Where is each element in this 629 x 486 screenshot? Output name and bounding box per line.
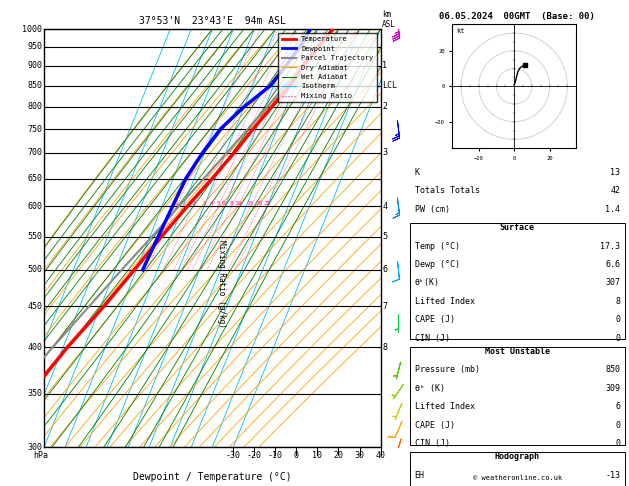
Text: CIN (J): CIN (J) (415, 334, 450, 343)
Text: Most Unstable: Most Unstable (485, 347, 550, 356)
Text: 0: 0 (615, 334, 620, 343)
Text: 850: 850 (605, 365, 620, 374)
Text: 10: 10 (235, 202, 242, 207)
Text: -20: -20 (247, 451, 262, 460)
Text: 500: 500 (27, 265, 42, 274)
Text: 8: 8 (230, 202, 233, 207)
Bar (410, 452, 625, 486)
Text: 450: 450 (27, 302, 42, 311)
Bar (410, 223, 625, 339)
Text: 700: 700 (27, 149, 42, 157)
Text: PW (cm): PW (cm) (415, 205, 450, 214)
Text: Dewp (°C): Dewp (°C) (415, 260, 460, 269)
Text: 950: 950 (27, 42, 42, 52)
Text: 6: 6 (221, 202, 225, 207)
Text: 350: 350 (27, 389, 42, 398)
Text: 3: 3 (203, 202, 206, 207)
Text: CIN (J): CIN (J) (415, 439, 450, 448)
Text: 7: 7 (382, 302, 387, 311)
Text: 10: 10 (313, 451, 323, 460)
Text: Pressure (mb): Pressure (mb) (415, 365, 480, 374)
Text: 40: 40 (376, 451, 386, 460)
Text: Lifted Index: Lifted Index (415, 297, 475, 306)
Text: 0: 0 (615, 439, 620, 448)
Text: LCL: LCL (382, 81, 398, 90)
Text: 4: 4 (382, 202, 387, 211)
Text: Totals Totals: Totals Totals (415, 186, 480, 195)
Title: 37°53'N  23°43'E  94m ASL: 37°53'N 23°43'E 94m ASL (139, 16, 286, 26)
Text: 1: 1 (175, 202, 179, 207)
Text: © weatheronline.co.uk: © weatheronline.co.uk (473, 475, 562, 481)
Text: hPa: hPa (33, 451, 48, 460)
Text: 0: 0 (294, 451, 299, 460)
Legend: Temperature, Dewpoint, Parcel Trajectory, Dry Adiabat, Wet Adiabat, Isotherm, Mi: Temperature, Dewpoint, Parcel Trajectory… (279, 33, 377, 103)
Text: Lifted Index: Lifted Index (415, 402, 475, 411)
Text: 8: 8 (615, 297, 620, 306)
Text: 30: 30 (355, 451, 365, 460)
Text: Surface: Surface (500, 223, 535, 232)
Text: EH: EH (415, 470, 425, 480)
Text: 20: 20 (333, 451, 343, 460)
Text: 3: 3 (382, 149, 387, 157)
Text: θᵏ (K): θᵏ (K) (415, 384, 445, 393)
Text: Mixing Ratio (g/kg): Mixing Ratio (g/kg) (218, 240, 226, 328)
Text: -13: -13 (605, 470, 620, 480)
Text: 5: 5 (382, 232, 387, 241)
Text: 6.6: 6.6 (605, 260, 620, 269)
Text: 550: 550 (27, 232, 42, 241)
Text: 5: 5 (216, 202, 220, 207)
Text: 600: 600 (27, 202, 42, 211)
Text: 400: 400 (27, 343, 42, 352)
Text: km
ASL: km ASL (382, 10, 396, 29)
Text: Dewpoint / Temperature (°C): Dewpoint / Temperature (°C) (133, 472, 292, 482)
Text: 750: 750 (27, 124, 42, 134)
Text: 300: 300 (27, 443, 42, 451)
Text: 20: 20 (256, 202, 264, 207)
Text: 06.05.2024  00GMT  (Base: 00): 06.05.2024 00GMT (Base: 00) (440, 12, 595, 21)
Text: 0: 0 (615, 421, 620, 430)
Text: 2: 2 (382, 102, 387, 111)
Text: 2: 2 (192, 202, 196, 207)
Bar (410, 347, 625, 445)
Text: 850: 850 (27, 81, 42, 90)
Text: 1.4: 1.4 (605, 205, 620, 214)
Text: 650: 650 (27, 174, 42, 183)
Text: -10: -10 (268, 451, 283, 460)
Text: 6: 6 (615, 402, 620, 411)
Text: CAPE (J): CAPE (J) (415, 421, 455, 430)
Text: 1000: 1000 (23, 25, 42, 34)
Text: 6: 6 (382, 265, 387, 274)
Text: 800: 800 (27, 102, 42, 111)
Text: 25: 25 (263, 202, 270, 207)
Text: kt: kt (456, 28, 464, 34)
Text: 4: 4 (210, 202, 214, 207)
Text: 17.3: 17.3 (600, 242, 620, 251)
Text: 1: 1 (382, 61, 387, 70)
Text: CAPE (J): CAPE (J) (415, 315, 455, 325)
Text: 0: 0 (615, 315, 620, 325)
Text: θᵏ(K): θᵏ(K) (415, 278, 440, 288)
Text: 307: 307 (605, 278, 620, 288)
Text: 13: 13 (610, 168, 620, 177)
Text: 309: 309 (605, 384, 620, 393)
Text: Hodograph: Hodograph (495, 452, 540, 461)
Text: 15: 15 (247, 202, 254, 207)
Text: 42: 42 (610, 186, 620, 195)
Text: K: K (415, 168, 420, 177)
Text: 900: 900 (27, 61, 42, 70)
Text: 8: 8 (382, 343, 387, 352)
Text: -30: -30 (226, 451, 241, 460)
Text: Temp (°C): Temp (°C) (415, 242, 460, 251)
